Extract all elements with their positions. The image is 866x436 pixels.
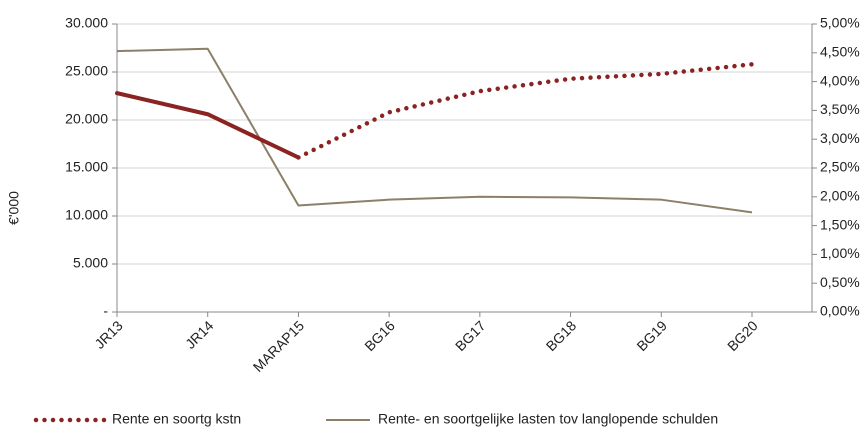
x-tick-label: BG20 (724, 317, 761, 354)
y-tick-label: 20.000 (65, 111, 108, 127)
y2-tick-label: 4,00% (820, 72, 860, 88)
series-line-rente-forecast (296, 62, 755, 160)
y2-tick-label: 2,00% (820, 188, 860, 204)
y2-tick-label: 4,50% (820, 44, 860, 60)
y2-tick-label: 0,00% (820, 303, 860, 319)
y2-tick-label: 1,50% (820, 216, 860, 232)
y-tick-label: 5.000 (73, 255, 108, 271)
legend-label-lasten: Rente- en soortgelijke lasten tov langlo… (378, 411, 718, 427)
x-tick-label: JR13 (91, 317, 126, 352)
y2-tick-label: 2,50% (820, 159, 860, 175)
x-tick-label: BG16 (361, 317, 398, 354)
legend-label-rente: Rente en soortg kstn (112, 411, 241, 427)
y-axis-ticks: - 5.000 10.000 15.000 20.000 25.000 30.000 (65, 15, 117, 319)
y-tick-label: 15.000 (65, 159, 108, 175)
y2-tick-label: 3,00% (820, 130, 860, 146)
series-line-rente-actual (115, 91, 301, 160)
series-line-lasten (116, 47, 753, 214)
series-lines (115, 47, 755, 214)
legend: Rente en soortg kstn Rente- en soortgeli… (33, 411, 718, 427)
x-tick-label: BG18 (543, 317, 580, 354)
x-tick-label: BG19 (633, 317, 670, 354)
y2-tick-label: 5,00% (820, 15, 860, 31)
x-axis-ticks: JR13 JR14 MARAP15 BG16 BG17 BG18 BG19 BG20 (91, 312, 761, 375)
x-tick-label: MARAP15 (250, 317, 308, 375)
y-tick-label: 30.000 (65, 15, 108, 31)
y-axis-title: €'000 (6, 191, 22, 225)
gridlines (117, 23, 812, 265)
x-tick-label: JR14 (182, 317, 217, 352)
y2-tick-label: 1,00% (820, 245, 860, 261)
y-tick-label: 25.000 (65, 63, 108, 79)
x-tick-label: BG17 (452, 317, 489, 354)
y2-axis-ticks: 0,00% 0,50% 1,00% 1,50% 2,00% 2,50% 3,00% 3,50%… (812, 15, 860, 319)
y2-tick-label: 3,50% (820, 101, 860, 117)
y-tick-label: - (103, 303, 108, 319)
y2-tick-label: 0,50% (820, 274, 860, 290)
y-tick-label: 10.000 (65, 207, 108, 223)
